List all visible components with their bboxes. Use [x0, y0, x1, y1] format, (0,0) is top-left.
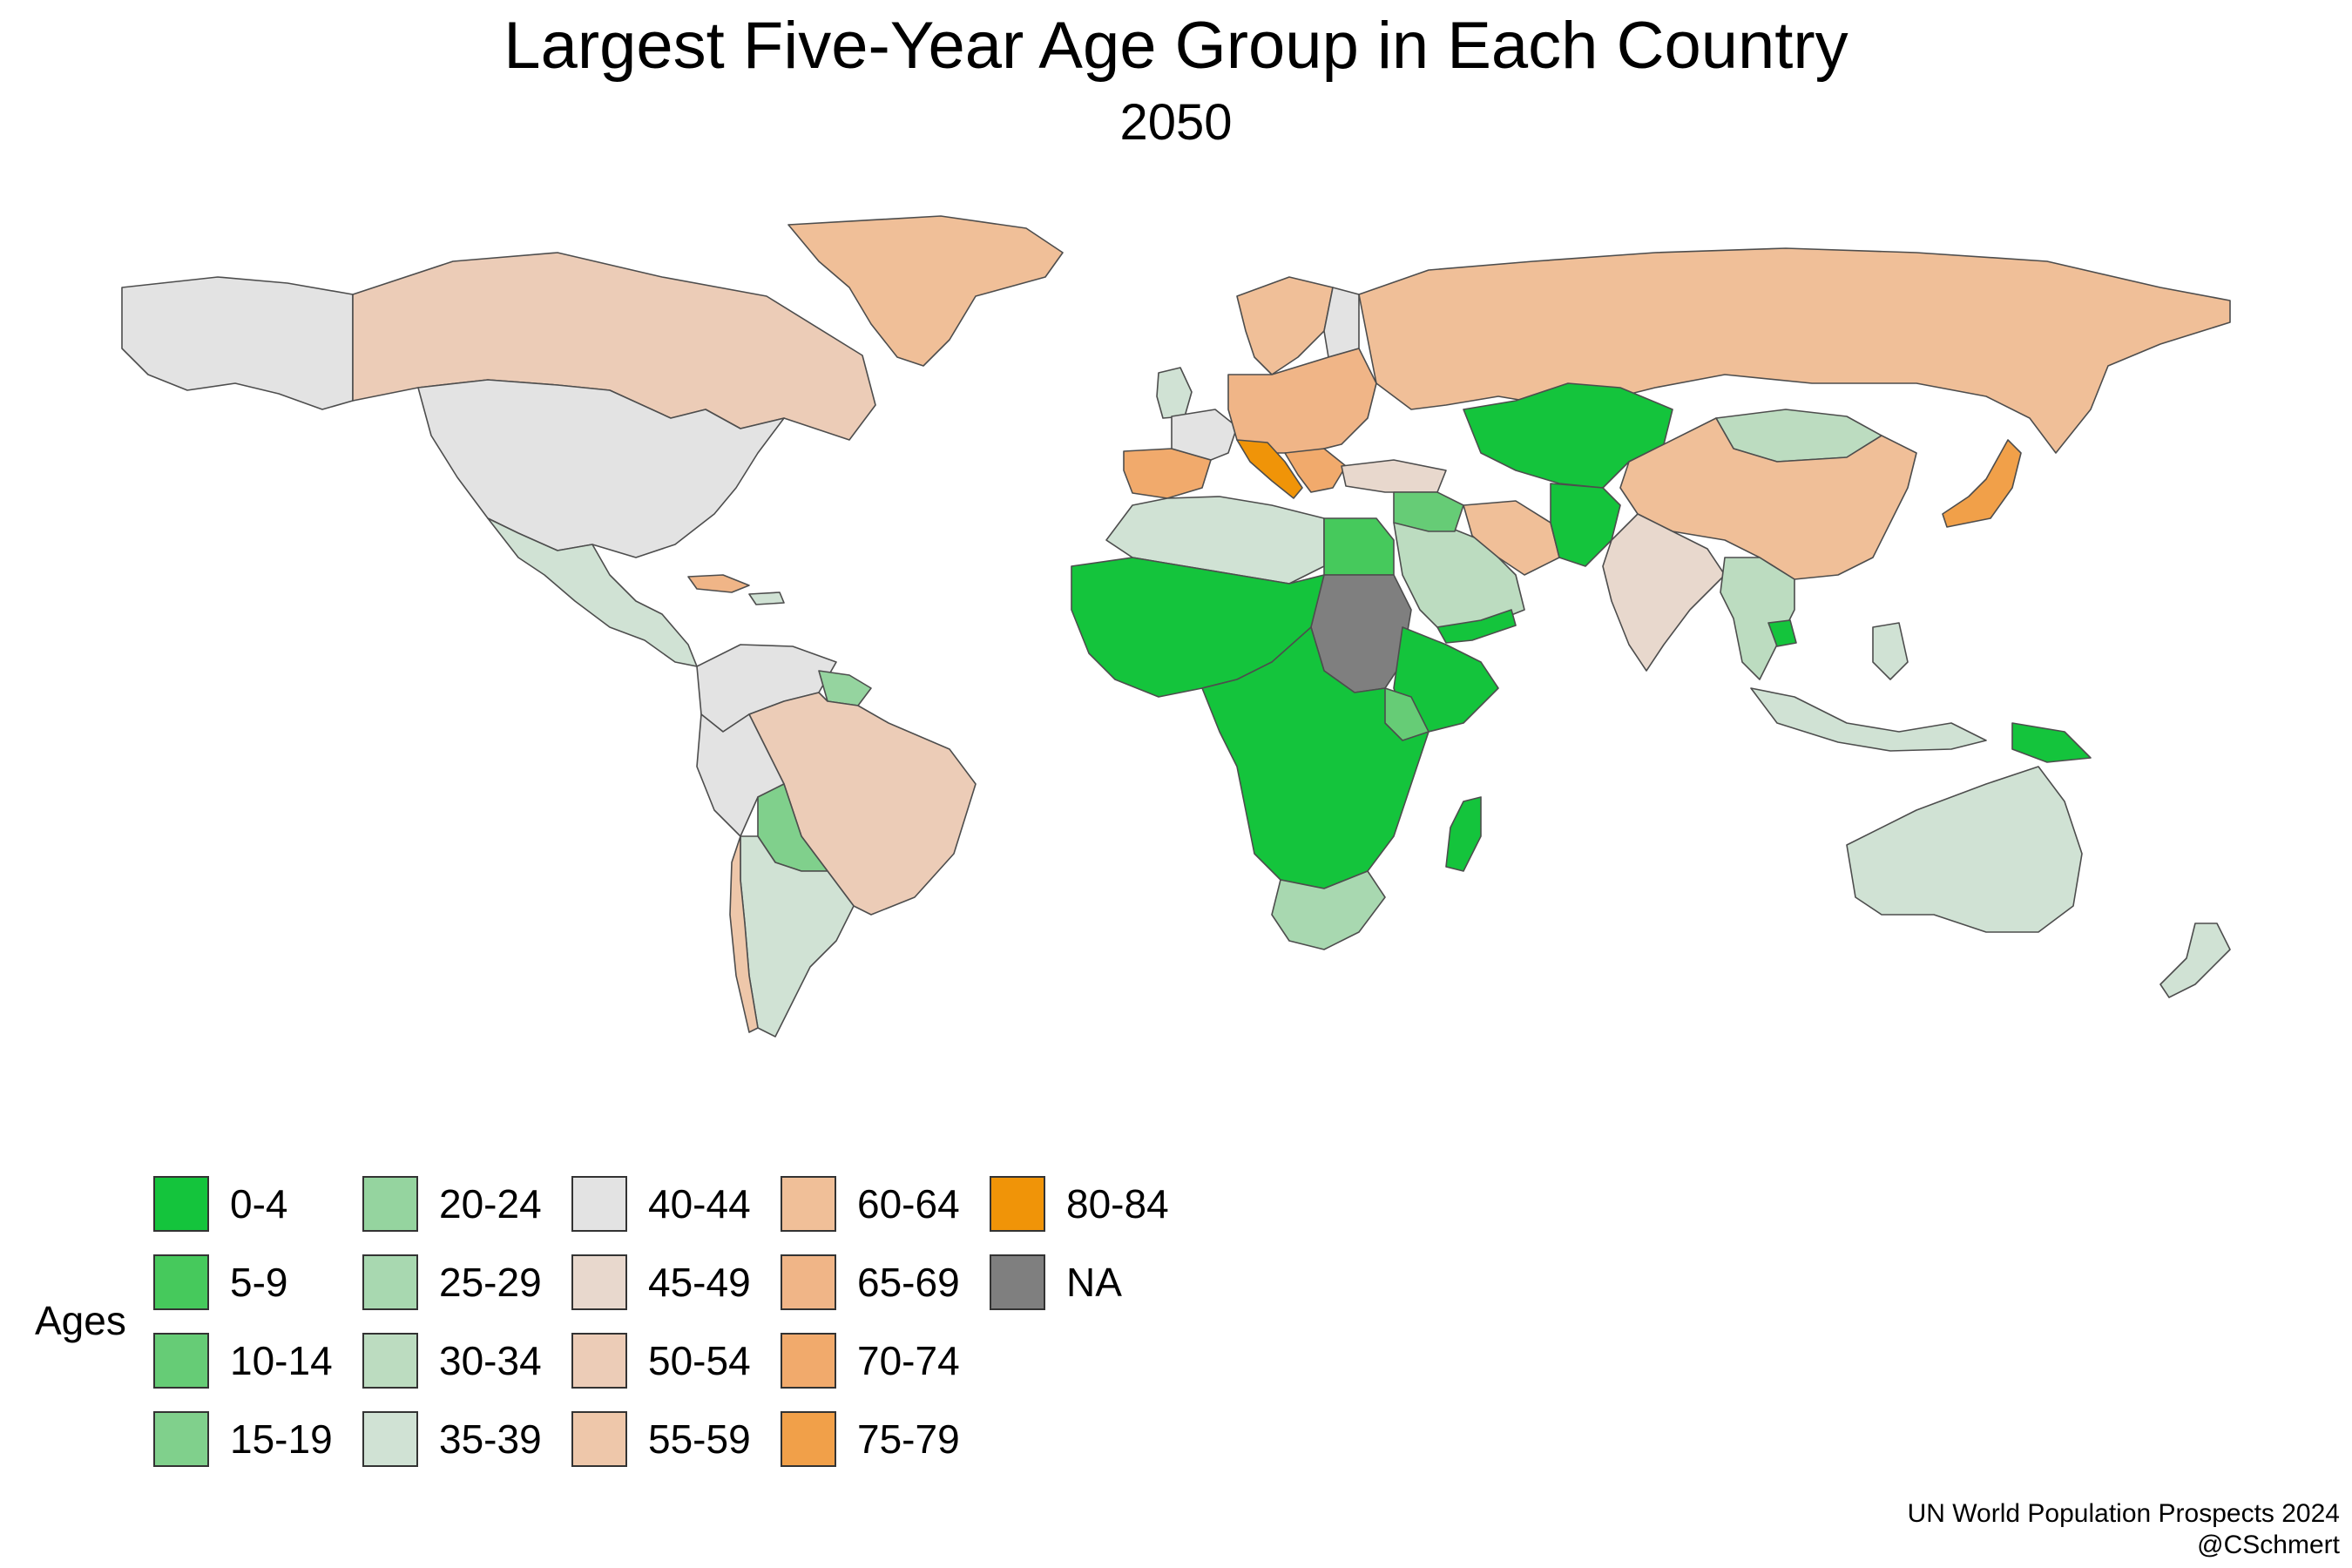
legend-label: 40-44: [648, 1181, 751, 1227]
legend-label: NA: [1066, 1260, 1122, 1305]
legend-label: 65-69: [857, 1260, 960, 1305]
legend-label: 15-19: [230, 1416, 333, 1462]
legend-item-55-59: 55-59: [571, 1411, 751, 1467]
legend-swatch: [153, 1411, 209, 1467]
legend-swatch: [781, 1176, 836, 1232]
legend-label: 50-54: [648, 1338, 751, 1383]
legend-item-na: NA: [990, 1254, 1122, 1310]
map-subtitle: 2050: [1119, 94, 1233, 151]
region-yemen: [1436, 609, 1517, 644]
legend-label: 5-9: [230, 1260, 288, 1305]
region-india: [1602, 513, 1726, 672]
legend-label: 20-24: [439, 1181, 542, 1227]
legend-swatch: [571, 1411, 627, 1467]
legend-label: 35-39: [439, 1416, 542, 1462]
legend-label: 10-14: [230, 1338, 333, 1383]
legend-label: 0-4: [230, 1181, 288, 1227]
legend-item-10-14: 10-14: [153, 1333, 333, 1389]
legend-item-15-19: 15-19: [153, 1411, 333, 1467]
legend-swatch: [571, 1333, 627, 1389]
legend-swatch: [362, 1333, 418, 1389]
region-afghanistan-pakistan: [1550, 483, 1621, 567]
region-uk: [1156, 367, 1193, 419]
legend-title: Ages: [35, 1298, 126, 1343]
legend-item-40-44: 40-44: [571, 1176, 751, 1232]
legend-swatch: [781, 1254, 836, 1310]
legend-item-65-69: 65-69: [781, 1254, 960, 1310]
legend-swatch: [571, 1254, 627, 1310]
region-turkey: [1341, 459, 1447, 493]
region-caribbean: [687, 574, 750, 593]
map-title: Largest Five-Year Age Group in Each Coun…: [504, 9, 1848, 83]
legend-swatch: [362, 1176, 418, 1232]
region-chile: [729, 835, 759, 1033]
legend-item-80-84: 80-84: [990, 1176, 1169, 1232]
region-alaska: [121, 276, 354, 410]
legend-swatch: [362, 1411, 418, 1467]
legend-label: 60-64: [857, 1181, 960, 1227]
legend-swatch: [153, 1333, 209, 1389]
legend-label: 80-84: [1066, 1181, 1169, 1227]
source-line: UN World Population Prospects 2024: [1907, 1499, 2340, 1528]
region-central-europe: [1227, 348, 1377, 454]
region-scandinavia: [1236, 276, 1334, 375]
legend-swatch: [990, 1176, 1045, 1232]
region-mexico: [487, 517, 698, 667]
region-indonesia: [1750, 687, 1987, 752]
legend-label: 25-29: [439, 1260, 542, 1305]
legend-label: 45-49: [648, 1260, 751, 1305]
legend-swatch: [781, 1333, 836, 1389]
legend-swatch: [781, 1411, 836, 1467]
legend-label: 75-79: [857, 1416, 960, 1462]
region-kenya: [1384, 687, 1429, 741]
legend-item-75-79: 75-79: [781, 1411, 960, 1467]
region-egypt: [1323, 517, 1395, 576]
region-philippines: [1872, 622, 1909, 680]
legend-swatch: [153, 1254, 209, 1310]
legend-label: 55-59: [648, 1416, 751, 1462]
region-levant-iraq: [1393, 491, 1464, 532]
legend-item-30-34: 30-34: [362, 1333, 542, 1389]
region-caribbean-east: [748, 591, 785, 605]
region-southern-africa: [1271, 870, 1386, 950]
region-australia: [1846, 766, 2083, 933]
legend-label: 30-34: [439, 1338, 542, 1383]
source-credit: UN World Population Prospects 2024 @CSch…: [1908, 1498, 2340, 1561]
region-cambodia: [1767, 619, 1797, 647]
region-france: [1171, 409, 1238, 461]
region-greenland: [787, 215, 1064, 367]
legend-item-45-49: 45-49: [571, 1254, 751, 1310]
legend-swatch: [571, 1176, 627, 1232]
legend-item-70-74: 70-74: [781, 1333, 960, 1389]
author-handle: @CSchmert: [2197, 1531, 2340, 1559]
region-iran: [1463, 500, 1560, 576]
region-papua-new-guinea: [2011, 722, 2092, 763]
region-guianas: [818, 670, 872, 706]
region-balkans: [1284, 448, 1347, 493]
legend-item-35-39: 35-39: [362, 1411, 542, 1467]
region-new-zealand: [2159, 923, 2231, 998]
region-central-east-africa: [1201, 626, 1429, 889]
legend-item-0-4: 0-4: [153, 1176, 287, 1232]
legend-item-20-24: 20-24: [362, 1176, 542, 1232]
region-southeast-asia: [1720, 557, 1795, 680]
legend-item-25-29: 25-29: [362, 1254, 542, 1310]
legend-item-50-54: 50-54: [571, 1333, 751, 1389]
legend-swatch: [153, 1176, 209, 1232]
legend-item-60-64: 60-64: [781, 1176, 960, 1232]
legend-swatch: [362, 1254, 418, 1310]
legend-swatch: [990, 1254, 1045, 1310]
legend-item-5-9: 5-9: [153, 1254, 287, 1310]
legend-label: 70-74: [857, 1338, 960, 1383]
region-japan: [1942, 439, 2022, 528]
region-italy: [1236, 439, 1303, 499]
region-madagascar: [1445, 796, 1482, 872]
